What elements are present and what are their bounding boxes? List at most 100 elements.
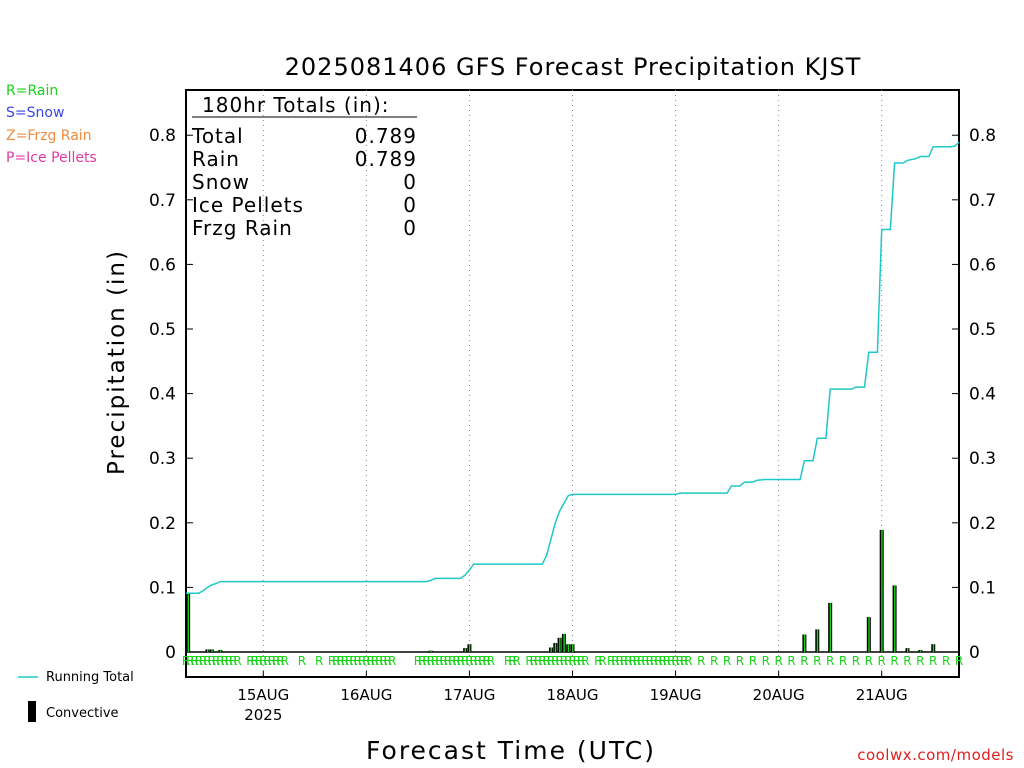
totals-row-value: 0 [403,170,417,194]
ptype-marker: R [513,654,521,668]
y-tick-label-left: 0.3 [149,449,176,469]
ptype-marker: R [435,654,443,668]
rain-bar [211,649,213,652]
ptype-marker: R [607,654,615,668]
ptype-marker: R [259,654,267,668]
y-tick-label-right: 0.1 [969,578,996,598]
ptype-marker: R [525,654,533,668]
y-tick-label-right: 0.6 [969,255,996,275]
y-tick-label-left: 0.7 [149,191,176,211]
ptype-marker: R [749,654,757,668]
ptype-marker: R [457,654,465,668]
ptype-marker: R [470,654,478,668]
ptype-marker: R [384,654,392,668]
ptype-marker: R [736,654,744,668]
ptype-marker: R [929,654,937,668]
ptype-marker: R [646,654,654,668]
y-tick-label-right: 0.4 [969,385,996,405]
ptype-marker: R [916,654,924,668]
ptype-marker: R [573,654,581,668]
rain-bar [894,585,896,652]
ptype-marker: R [431,654,439,668]
x-tick-label: 21AUG [856,686,908,704]
ptype-marker: R [598,654,606,668]
ptype-marker: R [534,654,542,668]
ptype-marker: R [182,654,190,668]
ptype-marker: R [255,654,263,668]
ptype-marker: R [624,654,632,668]
ptype-marker: R [774,654,782,668]
rain-bar [816,629,819,652]
ptype-marker: R [427,654,435,668]
y-tick-label-right: 0 [969,643,980,663]
ptype-marker: R [762,654,770,668]
ptype-marker: R [186,654,194,668]
ptype-marker: R [474,654,482,668]
ptype-marker: R [667,654,675,668]
ptype-marker: R [671,654,679,668]
ptype-marker: R [581,654,589,668]
ptype-marker: R [272,654,280,668]
legend-running-total-label: Running Total [46,670,134,685]
ptype-marker: R [839,654,847,668]
ptype-marker: R [328,654,336,668]
ptype-marker: R [611,654,619,668]
totals-row-value: 0 [403,193,417,217]
ptype-marker: R [942,654,950,668]
rain-bar [868,617,870,652]
ptype-marker: R [538,654,546,668]
y-tick-label-left: 0.5 [149,320,176,340]
ptype-marker: R [388,654,396,668]
ptype-marker: R [315,654,323,668]
x-tick-label: 17AUG [443,686,495,704]
ptype-marker: R [680,654,688,668]
x-tick-label: 18AUG [547,686,599,704]
ptype-marker: R [375,654,383,668]
y-axis-title: Precipitation (in) [104,249,130,475]
ptype-marker: R [233,654,241,668]
ptype-marker: R [358,654,366,668]
rain-bar [932,644,935,652]
ptype-marker: R [650,654,658,668]
rain-bar [219,650,222,652]
ptype-marker: R [616,654,624,668]
ptype-marker: R [504,654,512,668]
y-tick-label-left: 0 [165,643,176,663]
totals-header: 180hr Totals (in): [202,93,390,117]
ptype-marker: R [723,654,731,668]
y-tick-label-right: 0.5 [969,320,996,340]
rain-bar [464,648,467,652]
ptype-marker: R [461,654,469,668]
ptype-marker: R [684,654,692,668]
ptype-marker: R [379,654,387,668]
site-credit: coolwx.com/models [857,746,1014,764]
ptype-marker: R [813,654,821,668]
ptype-marker: R [641,654,649,668]
ptype-marker: R [229,654,237,668]
ptype-marker: R [568,654,576,668]
ptype-marker: R [852,654,860,668]
ptype-marker: R [465,654,473,668]
ptype-marker: R [487,654,495,668]
ptype-marker: R [366,654,374,668]
ptype-marker: R [341,654,349,668]
y-tick-label-left: 0.1 [149,578,176,598]
ptype-marker: R [422,654,430,668]
ptype-marker: R [865,654,873,668]
ptype-marker: R [225,654,233,668]
totals-row-label: Frzg Rain [192,216,293,240]
ptype-marker: R [551,654,559,668]
running-total-line [186,141,960,594]
ptype-marker: R [637,654,645,668]
y-tick-label-left: 0.8 [149,126,176,146]
rain-bar [563,633,565,652]
ptype-marker: R [508,654,516,668]
ptype-marker: R [354,654,362,668]
totals-row-value: 0.789 [355,124,417,148]
ptype-marker: R [203,654,211,668]
rain-bar [430,650,432,652]
rain-bar [567,644,570,652]
ptype-marker: R [195,654,203,668]
